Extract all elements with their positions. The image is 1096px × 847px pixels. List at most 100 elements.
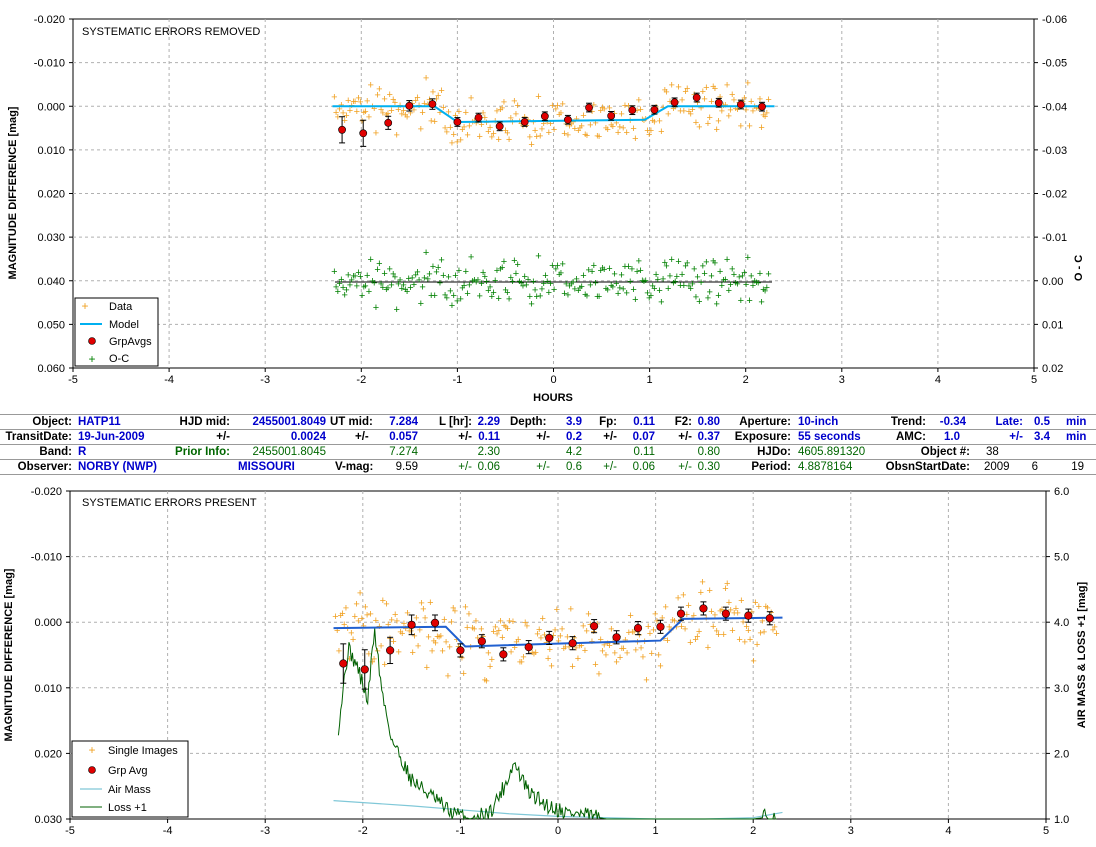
single-image-point: + xyxy=(726,597,732,609)
single-image-point: + xyxy=(647,628,653,640)
oc-point: + xyxy=(361,282,367,294)
x-tick-label: 3 xyxy=(848,825,854,837)
single-image-point: + xyxy=(770,625,776,637)
single-image-point: + xyxy=(452,605,458,617)
data-point: + xyxy=(442,123,448,135)
single-image-point: + xyxy=(334,625,340,637)
oc-point: + xyxy=(674,271,680,283)
oc-point: + xyxy=(381,268,387,280)
single-image-point: + xyxy=(485,648,491,660)
f2-value: 0.80 xyxy=(697,416,720,428)
data-point: + xyxy=(423,72,429,84)
single-image-point: + xyxy=(364,609,370,621)
oc-point: + xyxy=(418,298,424,310)
oc-point: + xyxy=(758,297,764,309)
single-image-point: + xyxy=(764,602,770,614)
oc-point: + xyxy=(553,263,559,275)
oc-point: + xyxy=(385,282,391,294)
oc-point: + xyxy=(570,276,576,288)
y-tick-label: 0.010 xyxy=(34,683,62,695)
oc-point: + xyxy=(745,252,751,264)
y2-tick-label: 5.0 xyxy=(1054,552,1069,564)
data-point: + xyxy=(705,118,711,130)
oc-point: + xyxy=(534,291,540,303)
single-image-point: + xyxy=(332,611,338,623)
data-point: + xyxy=(547,118,553,130)
single-image-point: + xyxy=(728,605,734,617)
oc-point: + xyxy=(613,278,619,290)
data-point: + xyxy=(546,127,552,139)
single-image-point: + xyxy=(397,626,403,638)
data-point: + xyxy=(437,107,443,119)
oc-point: + xyxy=(342,290,348,302)
data-point: + xyxy=(494,106,500,118)
data-point: + xyxy=(452,110,458,122)
single-image-point: + xyxy=(357,588,363,600)
single-image-point: + xyxy=(601,639,607,651)
single-image-point: + xyxy=(413,613,419,625)
oc-point: + xyxy=(447,286,453,298)
grp-avg-point xyxy=(650,105,659,114)
single-image-point: + xyxy=(631,626,637,638)
data-point: + xyxy=(675,81,681,93)
oc-point: + xyxy=(551,284,557,296)
data-point: + xyxy=(598,105,604,117)
data-point: + xyxy=(681,106,687,118)
single-image-point: + xyxy=(399,628,405,640)
oc-point: + xyxy=(393,304,399,316)
oc-point: + xyxy=(656,285,662,297)
single-image-point: + xyxy=(504,623,510,635)
aperture-key: Aperture: xyxy=(739,416,791,428)
single-image-point: + xyxy=(466,609,472,621)
single-image-point: + xyxy=(492,622,498,634)
single-image-point: + xyxy=(710,621,716,633)
data-point: + xyxy=(618,109,624,121)
oc-point: + xyxy=(651,283,657,295)
data-point: + xyxy=(601,104,607,116)
single-image-point: + xyxy=(346,654,352,666)
data-point: + xyxy=(672,102,678,114)
single-image-point: + xyxy=(385,619,391,631)
oc-point: + xyxy=(556,269,562,281)
lhr-value: 2.29 xyxy=(477,416,500,428)
data-point: + xyxy=(515,100,521,112)
oc-point: + xyxy=(432,290,438,302)
data-point: + xyxy=(646,129,652,141)
x-tick-label: -5 xyxy=(65,825,75,837)
data-point: + xyxy=(558,108,564,120)
data-point: + xyxy=(556,109,562,121)
ut-err-value: 0.057 xyxy=(389,431,418,443)
data-point: + xyxy=(331,92,337,104)
amc-key: AMC: xyxy=(895,431,926,443)
oc-point: + xyxy=(726,285,732,297)
trend-key: Trend: xyxy=(890,416,926,428)
oc-point: + xyxy=(515,259,521,271)
data-point: + xyxy=(387,89,393,101)
y2-tick-label: -0.05 xyxy=(1042,58,1067,70)
data-point: + xyxy=(418,124,424,136)
oc-point: + xyxy=(528,299,534,311)
y-tick-label: -0.010 xyxy=(34,58,65,70)
single-image-point: + xyxy=(366,648,372,660)
grp-avg-point xyxy=(612,633,621,642)
single-image-point: + xyxy=(464,622,470,634)
single-image-point: + xyxy=(645,621,651,633)
ut-err-key: +/- xyxy=(355,431,369,443)
oc-point: + xyxy=(627,276,633,288)
oc-point: + xyxy=(489,291,495,303)
data-point: + xyxy=(568,118,574,130)
data-point: + xyxy=(700,86,706,98)
y-tick-label: 0.000 xyxy=(34,617,62,629)
bottom-y2-axis-label: AIR MASS & LOSS +1 [mag] xyxy=(1076,581,1088,728)
data-point: + xyxy=(478,119,484,131)
oc-point: + xyxy=(755,277,761,289)
data-point: + xyxy=(624,127,630,139)
single-image-point: + xyxy=(673,622,679,634)
data-point: + xyxy=(407,108,413,120)
grp-avg-point xyxy=(564,115,572,124)
data-point: + xyxy=(374,89,380,101)
single-image-point: + xyxy=(445,671,451,683)
x-tick-label: 4 xyxy=(935,374,941,386)
data-point: + xyxy=(560,98,566,110)
oc-point: + xyxy=(348,275,354,287)
